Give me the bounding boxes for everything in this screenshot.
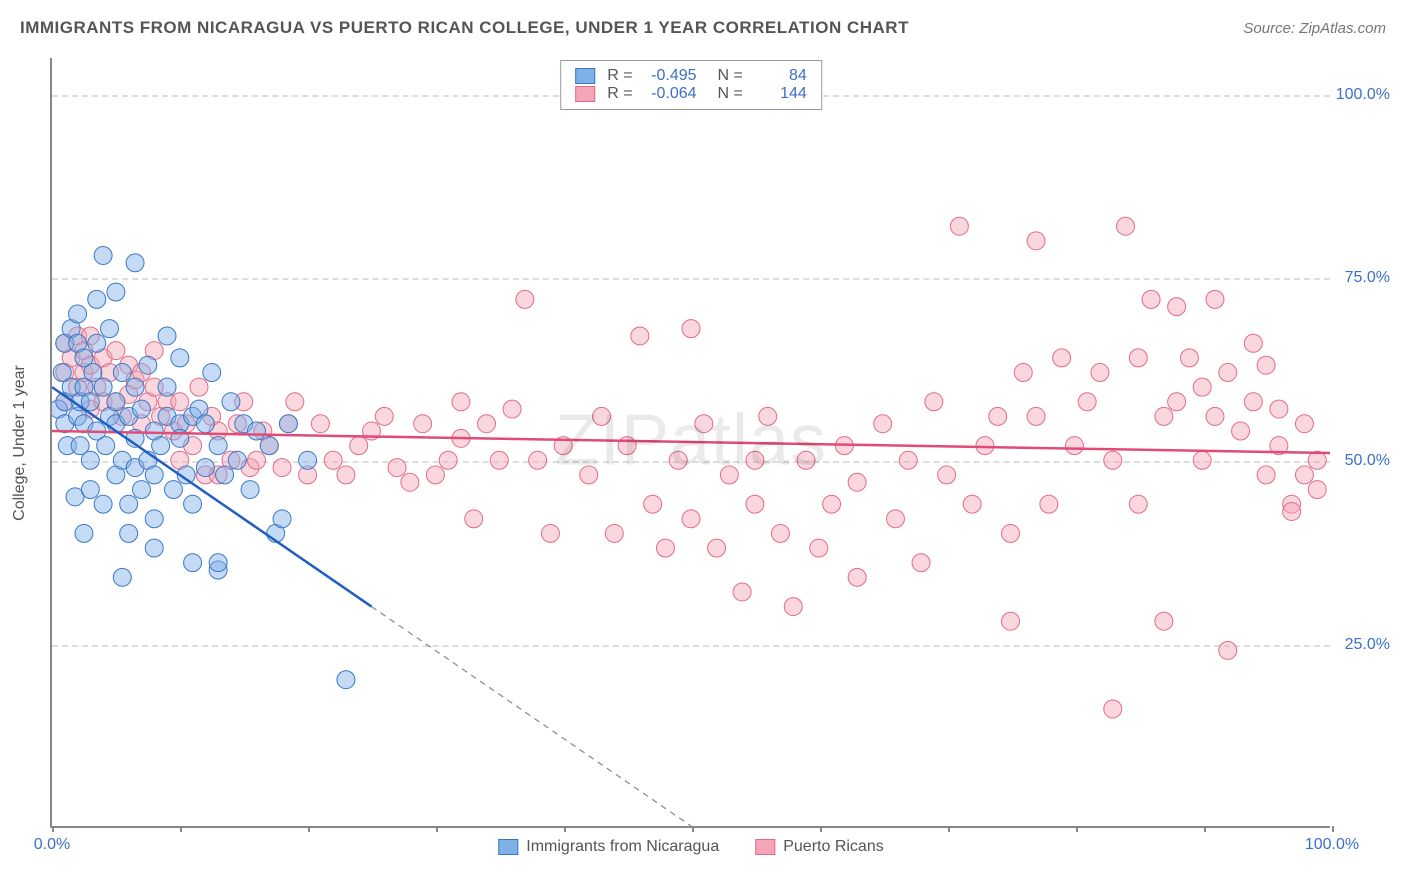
legend-item-a: Immigrants from Nicaragua [498,838,719,856]
swatch-b [575,86,595,102]
x-tick-label: 100.0% [1305,836,1359,854]
x-tick-label: 0.0% [34,836,70,854]
chart-header: IMMIGRANTS FROM NICARAGUA VS PUERTO RICA… [20,18,1386,38]
stats-legend: R = -0.495 N = 84 R = -0.064 N = 144 [560,60,822,110]
legend-item-b: Puerto Ricans [755,838,884,856]
plot-region: ZIPatlas R = -0.495 N = 84 R = -0.064 N … [50,58,1330,828]
bottom-legend: Immigrants from Nicaragua Puerto Ricans [498,838,883,856]
swatch-a [575,68,595,84]
y-tick-label: 50.0% [1334,452,1390,470]
scatter-svg [52,58,1330,826]
y-tick-label: 75.0% [1334,269,1390,287]
chart-area: College, Under 1 year ZIPatlas R = -0.49… [50,58,1370,828]
chart-source: Source: ZipAtlas.com [1243,20,1386,37]
swatch-a-icon [498,839,518,855]
y-tick-label: 25.0% [1334,636,1390,654]
chart-title: IMMIGRANTS FROM NICARAGUA VS PUERTO RICA… [20,18,909,38]
stats-row-b: R = -0.064 N = 144 [575,85,807,103]
y-axis-label: College, Under 1 year [11,365,29,521]
stats-row-a: R = -0.495 N = 84 [575,67,807,85]
y-tick-label: 100.0% [1334,86,1390,104]
swatch-b-icon [755,839,775,855]
